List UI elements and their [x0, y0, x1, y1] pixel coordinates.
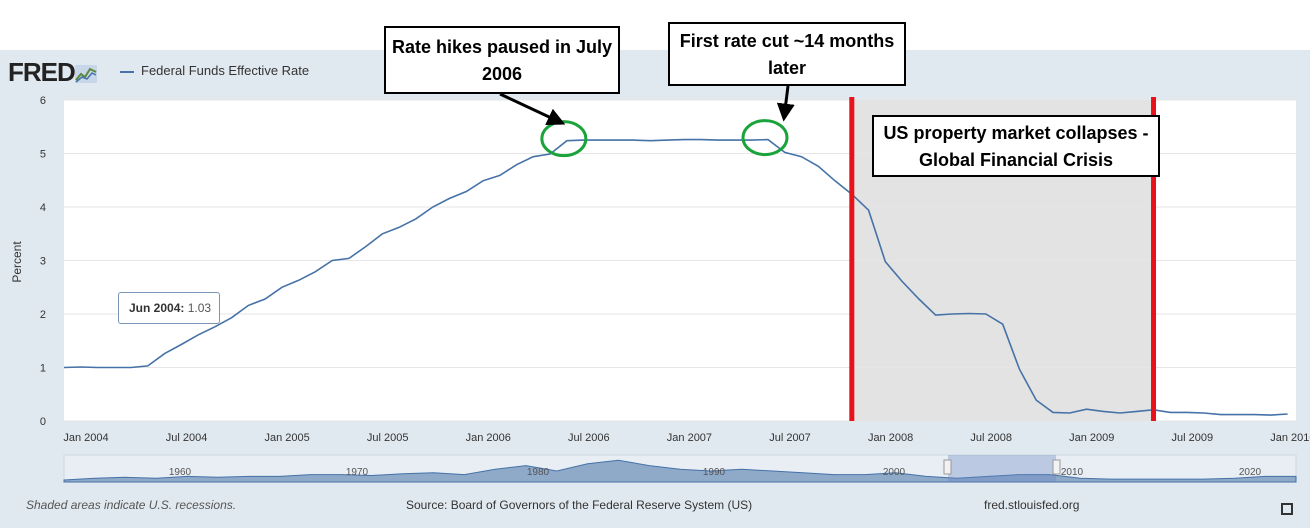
y-tick-label: 2: [40, 309, 46, 321]
highlight-circle: [741, 119, 789, 157]
callout-hikes-paused: Rate hikes paused in July 2006: [384, 26, 620, 94]
arrow-to-pause: [499, 92, 566, 126]
navigator-window: [948, 455, 1056, 482]
legend-label[interactable]: Federal Funds Effective Rate: [141, 63, 310, 78]
x-tick-label: Jan 2004: [63, 432, 108, 444]
navigator-handle-right: [1052, 459, 1061, 475]
x-tick-label: Jan 2009: [1069, 432, 1114, 444]
x-tick-label: Jan 2006: [466, 432, 511, 444]
hover-tooltip: Jun 2004: 1.03: [118, 292, 220, 324]
x-tick-label: Jan 2008: [868, 432, 913, 444]
tooltip-label: Jun 2004:: [129, 301, 185, 315]
x-tick-label: Jul 2004: [166, 432, 208, 444]
y-tick-label: 3: [40, 256, 46, 268]
x-tick-label: Jul 2007: [769, 432, 811, 444]
navigator-year-label: 1990: [703, 467, 726, 478]
red-marker-line: [1151, 97, 1157, 421]
x-tick-label: Jan 2005: [265, 432, 310, 444]
tooltip-value: 1.03: [187, 301, 212, 315]
x-tick-label: Jul 2006: [568, 432, 610, 444]
recession-note: Shaded areas indicate U.S. recessions.: [26, 498, 237, 512]
x-tick-label: Jul 2005: [367, 432, 409, 444]
navigator-year-label: 2020: [1239, 467, 1262, 478]
site-link[interactable]: fred.stlouisfed.org: [984, 498, 1080, 512]
red-marker-line: [849, 97, 855, 421]
y-axis-label: Percent: [10, 241, 24, 283]
y-tick-label: 0: [40, 416, 46, 428]
x-tick-label: Jul 2009: [1171, 432, 1213, 444]
navigator-year-label: 1980: [527, 467, 550, 478]
source-text: Source: Board of Governors of the Federa…: [406, 498, 753, 512]
navigator-handle-left: [943, 459, 952, 475]
y-tick-label: 4: [40, 202, 46, 214]
navigator-series: [63, 459, 1297, 483]
navigator-year-label: 2010: [1061, 467, 1084, 478]
logo-graph-icon: [74, 65, 97, 83]
x-tick-label: Jul 2008: [970, 432, 1012, 444]
x-tick-label: Jan 2007: [667, 432, 712, 444]
legend-swatch: [120, 71, 134, 73]
x-tick-label: Jan 2010: [1270, 432, 1310, 444]
callout-gfc: US property market collapses - Global Fi…: [872, 115, 1160, 177]
series-line: [63, 138, 1288, 416]
y-tick-label: 6: [40, 95, 46, 107]
callout-first-cut: First rate cut ~14 months later: [668, 22, 906, 86]
navigator-year-label: 2000: [883, 467, 906, 478]
navigator-year-label: 1960: [169, 467, 192, 478]
fullscreen-icon[interactable]: [1281, 503, 1293, 515]
logo-text: FRED: [8, 57, 76, 87]
fred-logo[interactable]: FRED: [8, 57, 97, 88]
y-tick-label: 5: [40, 149, 46, 161]
arrow-to-cut: [776, 85, 795, 122]
y-tick-label: 1: [40, 363, 46, 375]
navigator-year-label: 1970: [346, 467, 369, 478]
